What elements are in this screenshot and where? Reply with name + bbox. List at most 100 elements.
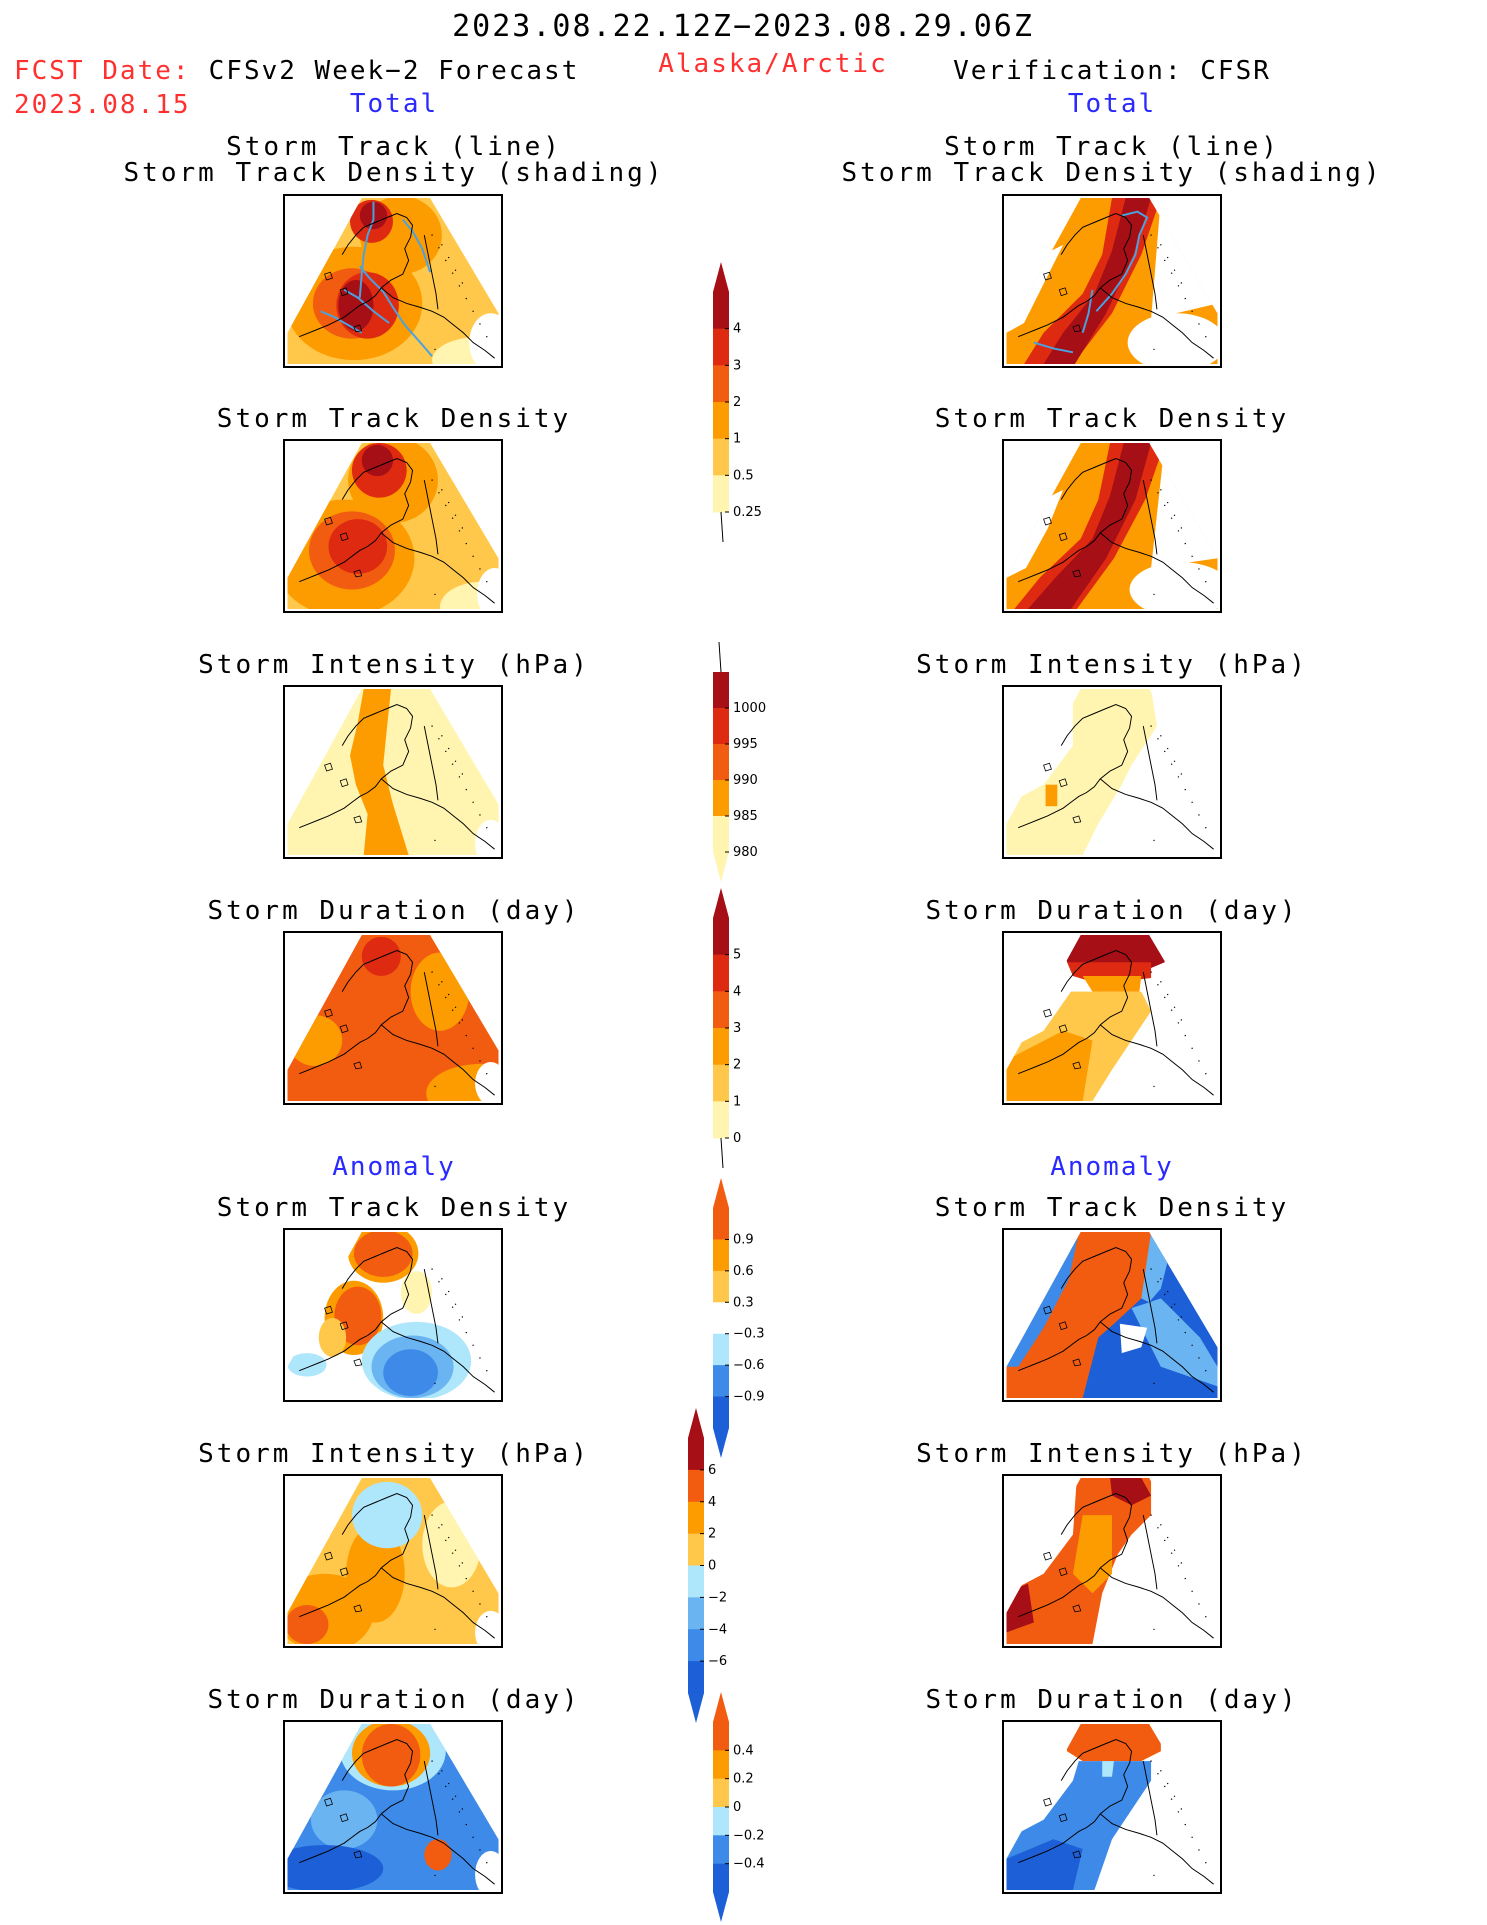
grid-dot <box>1160 244 1162 246</box>
grid-dot <box>465 1577 467 1580</box>
grid-dot <box>1198 1357 1200 1359</box>
grid-dot <box>1180 527 1183 529</box>
colorbar-segment <box>713 438 729 476</box>
map-shading-region <box>1006 688 1157 856</box>
grid-dot <box>448 747 450 750</box>
grid-dot <box>1167 1290 1169 1293</box>
map-shading-region <box>1129 562 1218 610</box>
coastline <box>1018 1247 1214 1393</box>
grid-dot <box>472 1344 474 1346</box>
colorbar-segment <box>713 1333 729 1366</box>
grid-dot <box>1205 1073 1207 1075</box>
grid-dot <box>486 581 488 583</box>
map-shading-region <box>334 1286 382 1346</box>
grid-dot <box>486 1616 488 1618</box>
colorbar-tick-label: −0.3 <box>733 1327 765 1342</box>
border-line <box>423 1268 439 1344</box>
panel-title-anom-intensity-right: Storm Intensity (hPa) <box>916 1439 1308 1469</box>
grid-dot <box>445 259 447 262</box>
map-shading-region <box>477 568 499 610</box>
grid-dot <box>445 996 447 999</box>
grid-dot <box>1205 581 1207 583</box>
grid-dot <box>445 504 447 507</box>
grid-dot <box>1167 1782 1169 1785</box>
grid-dot <box>486 1862 488 1864</box>
grid-dot <box>465 788 467 791</box>
grid-dot <box>1191 1344 1193 1346</box>
map-verification-intensity-anomaly <box>1002 1474 1222 1648</box>
map-shading-region <box>310 1790 378 1850</box>
grid-dot <box>1173 1549 1176 1551</box>
map-shading-region <box>1006 1231 1152 1399</box>
panel-title-anom-density-left: Storm Track Density <box>216 1193 572 1223</box>
date-range-title: 2023.08.22.12Z−2023.08.29.06Z <box>452 9 1034 44</box>
grid-dot <box>445 1785 447 1788</box>
map-shading-region <box>422 1501 481 1588</box>
colorbar-segment <box>713 1807 729 1836</box>
map-verification-density <box>1002 439 1222 613</box>
map-verification-duration <box>1002 931 1222 1105</box>
colorbar-tick-label: 5 <box>733 948 741 963</box>
grid-dot <box>1153 348 1155 351</box>
grid-dot <box>1167 993 1169 996</box>
grid-dot <box>1157 492 1159 494</box>
map-shading-region <box>361 1723 421 1787</box>
colorbar-segment <box>713 1722 729 1751</box>
grid-dot <box>1198 323 1200 325</box>
colorbar-segment <box>713 1863 729 1893</box>
colorbar-segment <box>713 1064 729 1102</box>
grid-dot <box>458 1319 461 1321</box>
map-forecast-intensity <box>283 685 503 859</box>
grid-dot <box>458 1022 461 1024</box>
colorbar-intensity-anomaly: 6 4 2 0 −2 −4 −6 <box>685 1408 755 1723</box>
islands <box>1043 1305 1082 1367</box>
grid-dot <box>1157 1281 1159 1283</box>
coastline <box>299 704 495 850</box>
colorbar-tick-label: 995 <box>733 737 758 752</box>
grid-dot <box>1164 1785 1166 1788</box>
grid-dot <box>1164 996 1166 999</box>
grid-dot <box>451 517 454 519</box>
grid-dot <box>1205 336 1207 338</box>
map-shading-region <box>1127 313 1218 365</box>
coastline <box>299 950 495 1096</box>
grid-dot <box>1191 310 1193 312</box>
colorbar-lower-cap <box>713 1892 729 1922</box>
grid-dot <box>1150 725 1152 727</box>
grid-dot <box>1180 1808 1183 1810</box>
map-forecast-duration-anomaly <box>283 1720 503 1894</box>
map-shading-region <box>475 1850 499 1891</box>
colorbar-segment <box>713 292 729 330</box>
colorbar-segment <box>713 1239 729 1272</box>
grid-dot <box>465 542 467 545</box>
colorbar-segment <box>688 1533 704 1566</box>
grid-dot <box>465 1034 467 1037</box>
grid-dot <box>1153 839 1155 842</box>
grid-dot <box>465 1823 467 1826</box>
forecast-column-title: CFSv2 Week−2 Forecast <box>208 56 580 86</box>
grid-dot <box>1173 269 1176 271</box>
grid-dot <box>479 1060 481 1062</box>
border-line <box>1142 1760 1158 1836</box>
storm-track-lines <box>320 201 433 357</box>
colorbar-segment <box>688 1597 704 1630</box>
map-verification-storm-track <box>1002 194 1222 368</box>
grid-dot <box>461 527 464 529</box>
grid-dot <box>1170 1009 1173 1011</box>
grid-dot <box>1157 1773 1159 1775</box>
map-shading-region <box>410 952 470 1031</box>
map-shading-region <box>1082 975 1142 992</box>
anomaly-label-right: Anomaly <box>1050 1152 1174 1182</box>
panel-title-intensity-left: Storm Intensity (hPa) <box>198 650 590 680</box>
colorbar-tick-label: 4 <box>733 322 741 337</box>
grid-dot <box>479 1849 481 1851</box>
colorbar-tick-label: 2 <box>708 1527 716 1542</box>
grid-dot <box>479 1603 481 1605</box>
map-shading-region <box>351 1481 423 1549</box>
grid-dot <box>1150 479 1152 481</box>
colorbar-tick-label: 6 <box>708 1463 716 1478</box>
grid-dot <box>1167 1536 1169 1539</box>
grid-dot <box>1177 1319 1180 1321</box>
grid-dot <box>451 1798 454 1800</box>
grid-dot <box>1184 1331 1186 1334</box>
